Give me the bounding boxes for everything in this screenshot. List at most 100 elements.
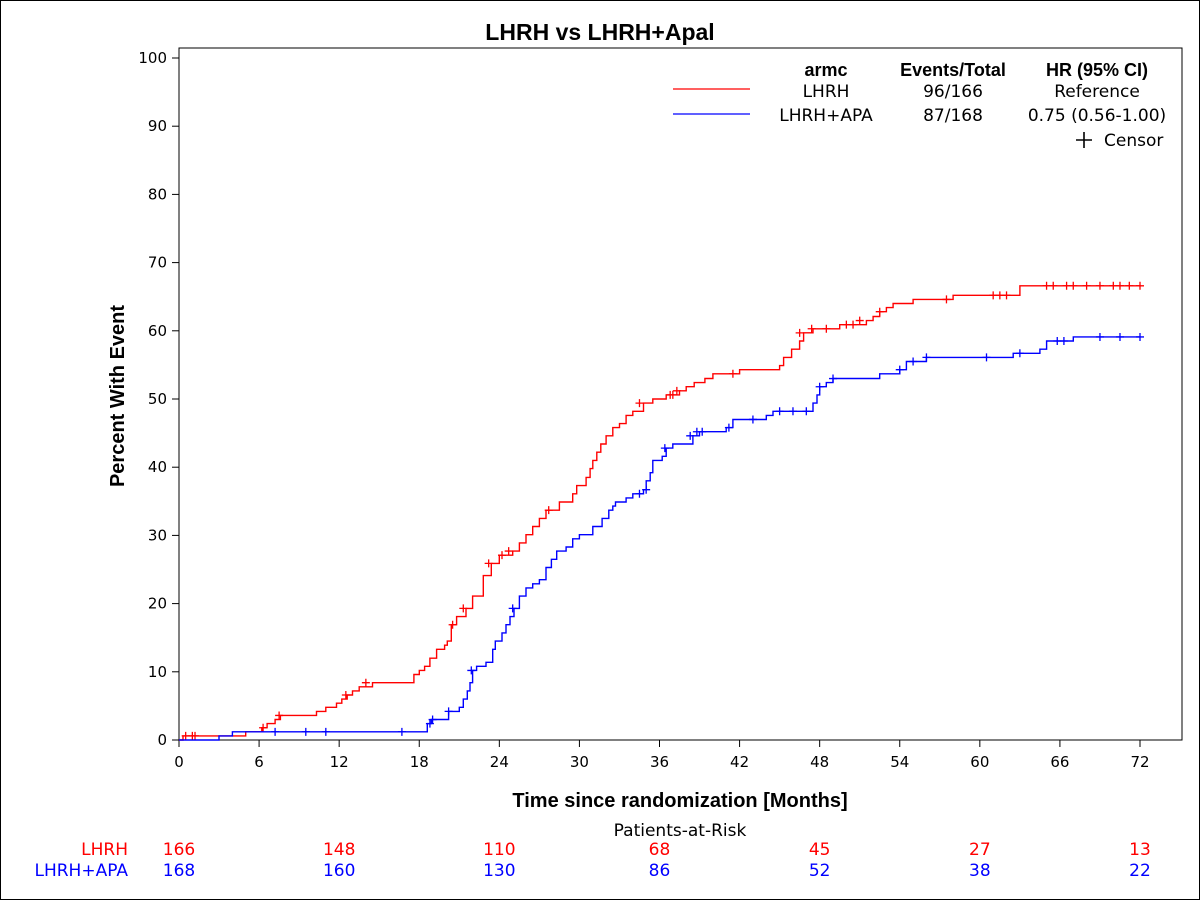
x-tick-label: 30 [570,753,589,771]
censor-mark-apa [1053,337,1062,346]
x-tick-label: 24 [490,753,509,771]
risk-count-apa: 130 [483,861,515,881]
censor-mark-apa [428,715,437,724]
legend-name-lhrh: LHRH [803,82,850,102]
risk-count-apa: 52 [809,861,831,881]
legend: armc Events/Total HR (95% CI) LHRH 96/16… [673,60,1166,151]
legend-header-hr: HR (95% CI) [1046,60,1148,80]
censor-mark-apa [788,407,797,416]
censor-mark-lhrh [1082,281,1091,290]
censor-mark-lhrh [498,551,507,560]
y-tick-label: 90 [148,117,167,135]
censor-mark-apa [748,415,757,424]
censor-mark-apa [829,374,838,383]
censor-mark-apa [815,382,824,391]
censor-mark-apa [660,444,669,453]
censor-mark-apa [397,727,406,736]
censor-mark-lhrh [544,506,553,515]
y-tick-label: 100 [138,49,167,67]
censor-mark-lhrh [1136,281,1144,290]
censor-mark-lhrh [842,320,851,329]
plot-area [178,47,1183,741]
risk-count-apa: 160 [323,861,355,881]
legend-events-apa: 87/168 [923,106,983,126]
km-line-lhrh [179,285,1140,741]
risk-count-apa: 22 [1129,861,1151,881]
censor-mark-lhrh [875,307,884,316]
risk-count-lhrh: 45 [809,840,831,860]
legend-censor-icon [1076,132,1092,148]
x-tick-label: 6 [254,753,264,771]
censor-mark-lhrh [191,731,200,740]
censor-mark-lhrh [728,369,737,378]
censor-mark-apa [909,357,918,366]
legend-events-lhrh: 96/166 [923,82,983,102]
censor-mark-apa [724,423,733,432]
censor-mark-lhrh [942,295,951,304]
x-tick-label: 54 [890,753,909,771]
y-axis: 0 10 20 30 40 50 60 70 80 90 100 [138,49,179,749]
risk-count-lhrh: 27 [969,840,991,860]
x-tick-label: 66 [1050,753,1069,771]
censor-mark-lhrh [275,711,284,720]
censor-mark-apa [508,604,517,613]
censor-mark-lhrh [459,604,468,613]
censor-mark-apa [301,727,310,736]
censor-mark-lhrh [1062,281,1071,290]
censor-mark-lhrh [1042,281,1051,290]
censor-mark-lhrh [1115,281,1124,290]
censor-mark-apa [635,489,644,498]
censor-mark-lhrh [1049,281,1058,290]
censor-mark-apa [425,719,434,728]
censor-mark-lhrh [822,324,831,333]
x-tick-label: 12 [330,753,349,771]
censor-mark-lhrh [668,390,677,399]
risk-table-title: Patients-at-Risk [614,821,747,841]
censor-mark-apa [1095,332,1104,341]
censor-mark-lhrh [361,678,370,687]
risk-count-lhrh: 68 [649,840,671,860]
risk-label-lhrh: LHRH [81,840,128,860]
y-axis-label: Percent With Event [107,305,129,487]
censor-mark-lhrh [259,723,268,732]
y-tick-label: 70 [148,254,167,272]
x-tick-label: 0 [174,753,184,771]
legend-hr-lhrh: Reference [1054,82,1140,102]
censor-mark-lhrh [181,731,190,740]
censor-mark-apa [698,427,707,436]
legend-censor-label: Censor [1104,131,1163,151]
x-tick-label: 72 [1130,753,1149,771]
risk-count-apa: 38 [969,861,991,881]
risk-count-lhrh: 13 [1129,840,1151,860]
censor-mark-apa [642,485,651,494]
censor-mark-apa [802,407,811,416]
risk-count-lhrh: 148 [323,840,355,860]
censor-mark-apa [895,365,904,374]
risk-count-apa: 168 [163,861,195,881]
censor-mark-apa [467,666,476,675]
legend-header-arm: armc [804,60,847,80]
censor-mark-apa [686,431,695,440]
risk-count-apa: 86 [649,861,671,881]
risk-count-lhrh: 110 [483,840,515,860]
censor-mark-lhrh [1002,291,1011,300]
chart-title: LHRH vs LHRH+Apal [485,19,714,45]
y-tick-label: 30 [148,526,167,544]
censor-mark-apa [982,353,991,362]
censor-mark-lhrh [1069,281,1078,290]
risk-table: 166 148 110 68 45 27 13 168 160 130 86 52 38 22 [163,840,1151,881]
y-tick-label: 0 [157,731,167,749]
x-tick-label: 36 [650,753,669,771]
x-tick-label: 42 [730,753,749,771]
censor-mark-apa [1015,349,1024,358]
legend-hr-apa: 0.75 (0.56-1.00) [1028,106,1166,126]
censor-mark-apa [1115,332,1124,341]
x-axis-label: Time since randomization [Months] [512,790,847,812]
y-tick-label: 40 [148,458,167,476]
censor-mark-lhrh [849,320,858,329]
curves [179,281,1144,741]
censor-mark-apa [775,407,784,416]
x-tick-label: 60 [970,753,989,771]
x-tick-label: 18 [410,753,429,771]
